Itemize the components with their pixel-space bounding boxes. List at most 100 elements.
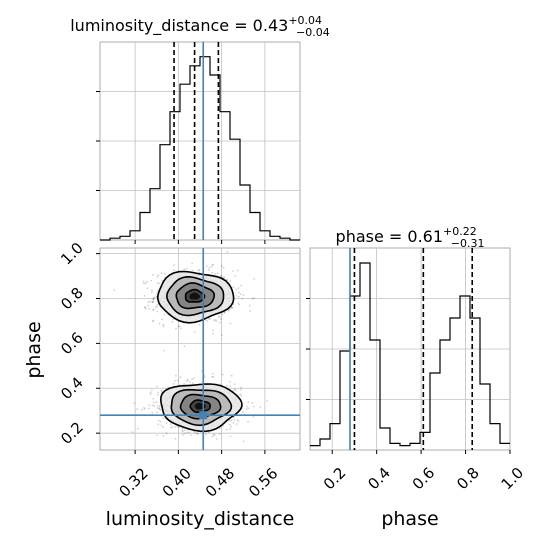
sample-point xyxy=(146,287,149,289)
contour-line xyxy=(159,383,243,433)
title-luminosity-distance: luminosity_distance = 0.43+0.04 −0.04 xyxy=(70,14,330,39)
sample-point xyxy=(222,276,224,279)
sample-point xyxy=(161,390,163,393)
sample-point xyxy=(229,435,232,438)
sample-point xyxy=(152,298,155,300)
sample-point xyxy=(162,417,165,420)
sample-point xyxy=(188,431,191,434)
sample-point xyxy=(228,423,231,426)
sample-point xyxy=(151,301,154,304)
sample-point xyxy=(251,402,254,404)
y-tick-label: 1.0 xyxy=(57,239,87,269)
sample-point xyxy=(240,395,243,397)
sample-point xyxy=(162,435,165,437)
sample-point xyxy=(205,265,208,267)
sample-point xyxy=(204,433,207,436)
sample-point xyxy=(208,267,211,269)
sample-point xyxy=(152,309,155,311)
sample-point xyxy=(143,294,146,297)
sample-point xyxy=(226,279,228,281)
sample-point xyxy=(229,385,232,388)
sample-point xyxy=(148,300,151,303)
sample-point xyxy=(223,312,226,314)
sample-point xyxy=(230,374,233,377)
sample-point xyxy=(113,289,116,291)
sample-point xyxy=(156,310,159,313)
sample-point xyxy=(147,301,150,304)
sample-point xyxy=(143,407,145,409)
sample-point xyxy=(211,372,214,375)
sample-point xyxy=(193,377,196,379)
sample-point xyxy=(239,293,242,296)
title-phase: phase = 0.61+0.22 −0.31 xyxy=(336,225,485,250)
sample-point xyxy=(142,280,145,283)
contour-line xyxy=(189,399,211,414)
sample-point xyxy=(232,303,235,306)
sample-point xyxy=(175,328,177,330)
sample-point xyxy=(153,296,156,299)
sample-point xyxy=(162,349,165,352)
sample-point xyxy=(174,425,176,428)
sample-point xyxy=(197,269,200,272)
sample-point xyxy=(144,306,147,308)
sample-point xyxy=(151,289,153,292)
sample-point xyxy=(225,428,228,431)
sample-point xyxy=(158,282,161,285)
sample-point xyxy=(151,301,153,303)
sample-point xyxy=(213,434,216,437)
sample-point xyxy=(242,411,245,414)
sample-point xyxy=(156,434,159,437)
sample-point xyxy=(249,310,252,312)
sample-point xyxy=(162,426,165,429)
sample-point xyxy=(177,325,180,328)
sample-point xyxy=(222,425,224,427)
sample-point xyxy=(179,376,182,379)
sample-point xyxy=(237,420,240,423)
sample-point xyxy=(211,264,214,266)
sample-point xyxy=(253,297,256,299)
sample-point xyxy=(229,322,232,325)
sample-point xyxy=(226,384,229,387)
sample-point xyxy=(148,307,151,310)
sample-point xyxy=(223,276,226,279)
sample-point xyxy=(222,267,225,269)
sample-point xyxy=(198,323,200,326)
sample-point xyxy=(185,268,188,270)
contour-line xyxy=(156,270,235,324)
sample-point xyxy=(146,280,148,283)
sample-point xyxy=(173,383,176,385)
sample-point xyxy=(212,329,214,332)
y-ticks: 0.2 0.4 0.6 0.8 1.0 xyxy=(57,239,100,448)
sample-point xyxy=(150,393,152,396)
sample-point xyxy=(230,306,233,309)
sample-point xyxy=(221,373,224,376)
sample-point xyxy=(145,307,147,310)
sample-point xyxy=(152,297,155,299)
sample-point xyxy=(234,388,236,390)
sample-point xyxy=(213,273,216,275)
sample-point xyxy=(165,432,168,435)
panel-luminosity-distance-hist: luminosity_distance = 0.43+0.04 −0.04 xyxy=(70,14,330,244)
sample-point xyxy=(211,271,214,274)
grid xyxy=(310,248,510,450)
sample-point xyxy=(186,378,189,381)
sample-point xyxy=(230,419,233,422)
sample-point xyxy=(155,306,157,308)
histogram-phase xyxy=(310,262,510,447)
y-tick-label: 0.2 xyxy=(57,418,87,448)
sample-point xyxy=(171,426,174,428)
x-tick-label: 1.0 xyxy=(498,464,528,494)
x-tick-label: 0.8 xyxy=(453,464,483,494)
y-tick-label: 0.8 xyxy=(57,284,87,314)
sample-point xyxy=(178,325,181,328)
sample-point xyxy=(152,319,155,322)
sample-point xyxy=(160,424,163,427)
sample-point xyxy=(173,264,175,266)
sample-point xyxy=(230,425,233,428)
x-tick-label: 0.6 xyxy=(409,464,439,494)
sample-point xyxy=(192,269,194,272)
sample-point xyxy=(181,427,184,430)
x-tick-label: 0.40 xyxy=(159,464,195,500)
contour-line xyxy=(165,275,225,317)
sample-point xyxy=(221,313,224,316)
